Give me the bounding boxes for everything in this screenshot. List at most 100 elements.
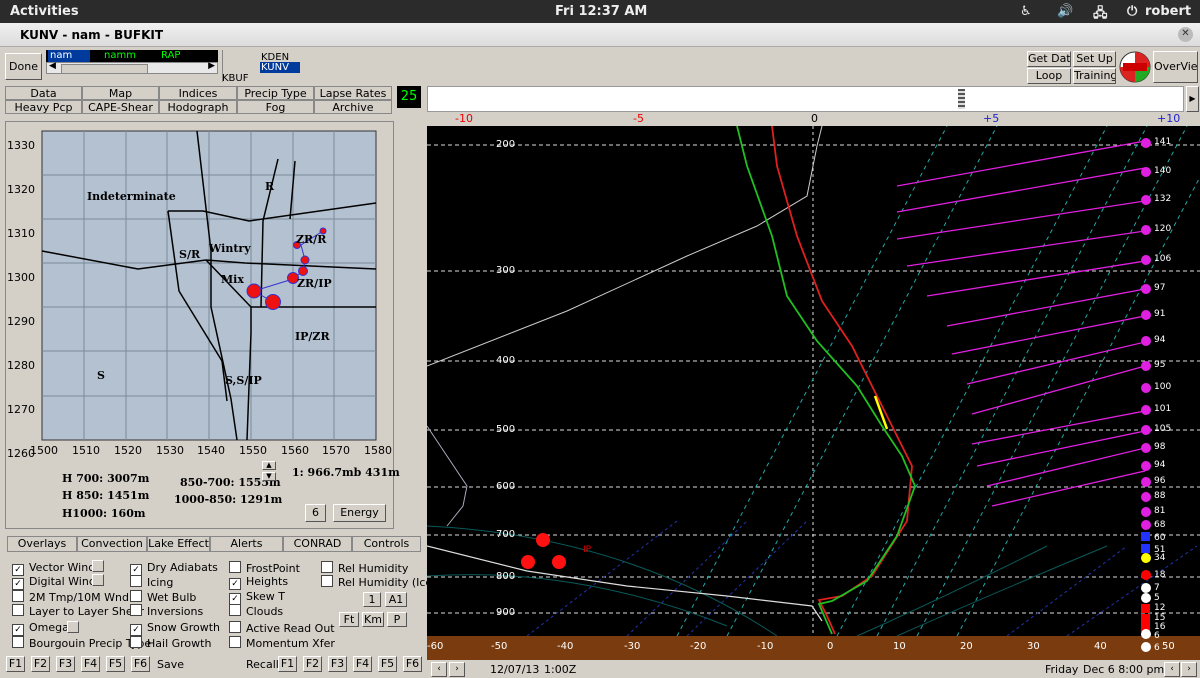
button-a1[interactable]: A1 xyxy=(385,592,407,607)
next-time-icon[interactable]: › xyxy=(449,662,465,677)
2m-tmp-10m-wnd-checkbox[interactable]: 2M Tmp/10M Wnd xyxy=(12,590,129,604)
model-scrollbar[interactable]: ◀ ▶ xyxy=(46,61,218,74)
tab-alerts[interactable]: Alerts xyxy=(210,536,283,552)
f2-button[interactable]: F2 xyxy=(31,656,50,672)
hours-6-button[interactable]: 6 xyxy=(305,504,326,522)
omega-value: 97 xyxy=(1154,283,1166,293)
tab-convection[interactable]: Convection xyxy=(77,536,147,552)
prev-time-icon[interactable]: ‹ xyxy=(431,662,447,677)
user-menu-icon[interactable]: ⏻ xyxy=(1127,4,1138,19)
model-item-selected[interactable]: nam xyxy=(48,50,91,62)
scroll-left-icon[interactable]: ◀ xyxy=(49,61,56,71)
tab-fog[interactable]: Fog xyxy=(237,100,314,114)
units-ft-button[interactable]: Ft xyxy=(339,612,359,627)
bufkit-logo-icon[interactable] xyxy=(1119,51,1151,83)
step-back-icon[interactable]: ‹ xyxy=(1164,662,1180,677)
get-data-button[interactable]: Get Data xyxy=(1027,51,1071,67)
step-forward-icon[interactable]: › xyxy=(1181,662,1197,677)
level-up-button[interactable]: ▲ xyxy=(262,461,276,470)
network-icon[interactable]: 🖧 xyxy=(1093,6,1108,21)
loop-button[interactable]: Loop xyxy=(1027,68,1071,84)
recall-f3-button[interactable]: F3 xyxy=(328,656,347,672)
hail-growth-checkbox[interactable]: Hail Growth xyxy=(130,636,211,650)
f4-button[interactable]: F4 xyxy=(81,656,100,672)
digital-winds-checkbox[interactable]: ✓ Digital Winds xyxy=(12,575,102,590)
skew-t-checkbox[interactable]: ✓ Skew T xyxy=(229,590,285,605)
tab-map[interactable]: Map xyxy=(82,86,159,100)
overview-button[interactable]: OverView xyxy=(1153,51,1198,83)
accessibility-icon[interactable]: ♿ xyxy=(1020,4,1032,19)
rel-humidity-checkbox[interactable]: Rel Humidity xyxy=(321,561,408,575)
tab-archive[interactable]: Archive xyxy=(314,100,392,114)
rel-humidity-ice-checkbox[interactable]: Rel Humidity (Ice) xyxy=(321,575,436,589)
user-name[interactable]: robert xyxy=(1145,4,1192,19)
tab-controls[interactable]: Controls xyxy=(352,536,421,552)
model-item[interactable]: RAP xyxy=(161,50,181,61)
vector-winds-checkbox[interactable]: ✓ Vector Winds xyxy=(12,561,101,576)
recall-f1-button[interactable]: F1 xyxy=(278,656,297,672)
dry-adiabats-checkbox[interactable]: ✓ Dry Adiabats xyxy=(130,561,218,576)
omega-checkbox[interactable]: ✓ Omega xyxy=(12,621,69,636)
activities-button[interactable]: Activities xyxy=(10,4,79,19)
vector-winds-options-button[interactable] xyxy=(92,560,104,572)
tab-hodograph[interactable]: Hodograph xyxy=(159,100,237,114)
icing-checkbox[interactable]: Icing xyxy=(130,575,173,589)
f6-button[interactable]: F6 xyxy=(131,656,150,672)
omega-options-button[interactable] xyxy=(67,621,79,633)
snow-growth-checkbox[interactable]: ✓ Snow Growth xyxy=(130,621,220,636)
set-up-button[interactable]: Set Up xyxy=(1073,51,1116,67)
bourgouin-checkbox[interactable]: Bourgouin Precip Type xyxy=(12,636,151,650)
button-1[interactable]: 1 xyxy=(363,592,381,607)
tab-lake-effect[interactable]: Lake Effect xyxy=(147,536,210,552)
heights-checkbox[interactable]: ✓ Heights xyxy=(229,575,288,590)
done-button[interactable]: Done xyxy=(5,53,42,80)
model-list[interactable]: nam namm RAP xyxy=(46,50,218,62)
pressure-label: 400 xyxy=(496,355,516,366)
system-clock[interactable]: Fri 12:37 AM xyxy=(555,4,648,19)
local-day: Friday xyxy=(1045,663,1079,676)
close-icon[interactable]: ✕ xyxy=(1178,27,1193,42)
recall-f6-button[interactable]: F6 xyxy=(403,656,422,672)
station-label: KBUF xyxy=(222,73,249,84)
tab-overlays[interactable]: Overlays xyxy=(7,536,77,552)
scroll-right-icon[interactable]: ▶ xyxy=(208,61,215,71)
station-item[interactable]: KDEN xyxy=(261,52,290,63)
f5-button[interactable]: F5 xyxy=(106,656,125,672)
y-tick: 1310 xyxy=(7,227,35,240)
tab-precip-type[interactable]: Precip Type xyxy=(237,86,314,100)
time-slider-thumb[interactable] xyxy=(958,89,965,109)
units-p-button[interactable]: P xyxy=(387,612,407,627)
wet-bulb-checkbox[interactable]: Wet Bulb xyxy=(130,590,196,604)
slider-right-arrow-icon[interactable]: ▶ xyxy=(1186,86,1199,112)
tab-indices[interactable]: Indices xyxy=(159,86,237,100)
time-slider[interactable] xyxy=(427,86,1184,112)
energy-button[interactable]: Energy xyxy=(333,504,386,522)
recall-f5-button[interactable]: F5 xyxy=(378,656,397,672)
scroll-thumb[interactable] xyxy=(61,64,148,74)
f3-button[interactable]: F3 xyxy=(56,656,75,672)
momentum-xfer-checkbox[interactable]: Momentum Xfer xyxy=(229,636,335,650)
layer-shear-checkbox[interactable]: Layer to Layer Shear xyxy=(12,604,144,618)
recall-f2-button[interactable]: F2 xyxy=(303,656,322,672)
tab-conrad[interactable]: CONRAD xyxy=(283,536,352,552)
recall-f4-button[interactable]: F4 xyxy=(353,656,372,672)
inversions-checkbox[interactable]: Inversions xyxy=(130,604,203,618)
tab-heavy-pcp[interactable]: Heavy Pcp xyxy=(5,100,82,114)
units-km-button[interactable]: Km xyxy=(362,612,384,627)
active-read-out-checkbox[interactable]: Active Read Out xyxy=(229,621,335,635)
tab-cape-shear[interactable]: CAPE-Shear xyxy=(82,100,159,114)
recall-button[interactable]: Recall xyxy=(246,658,279,671)
tab-data[interactable]: Data xyxy=(5,86,82,100)
precip-type-nomogram xyxy=(41,130,377,441)
training-button[interactable]: Training xyxy=(1073,68,1116,84)
clouds-checkbox[interactable]: Clouds xyxy=(229,604,283,618)
station-item-selected[interactable]: KUNV xyxy=(260,62,300,73)
volume-icon[interactable]: 🔊 xyxy=(1057,4,1074,19)
f1-button[interactable]: F1 xyxy=(6,656,25,672)
save-button[interactable]: Save xyxy=(157,658,185,671)
level-down-button[interactable]: ▼ xyxy=(262,472,276,481)
tab-lapse-rates[interactable]: Lapse Rates xyxy=(314,86,392,100)
model-item[interactable]: namm xyxy=(104,50,136,61)
frostpoint-checkbox[interactable]: FrostPoint xyxy=(229,561,300,575)
digital-winds-options-button[interactable] xyxy=(92,574,104,586)
